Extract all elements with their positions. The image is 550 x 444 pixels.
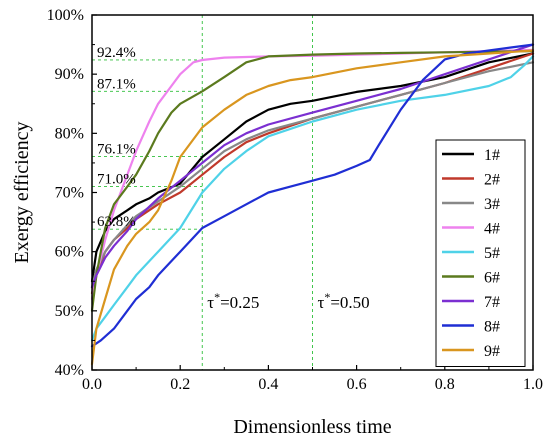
annotation-label: 63.8% [97, 214, 136, 230]
series-lines [90, 43, 535, 366]
legend-label: 1# [484, 147, 500, 164]
tau-label: τ*=0.50 [318, 290, 370, 312]
axis-ticks: 0.0 0.2 0.4 0.6 0.8 1.0 40% 50% 60% 70% 80% 90% 100% [47, 7, 543, 393]
x-tick-label: 0.0 [82, 376, 102, 393]
x-tick-label: 0.2 [170, 376, 190, 393]
series-line-1 [90, 52, 535, 283]
series-line-5 [90, 55, 535, 342]
y-tick-label: 100% [47, 7, 84, 24]
tau-label: τ*=0.25 [207, 290, 259, 312]
legend-label: 9# [484, 343, 500, 360]
x-tick-label: 0.4 [258, 376, 278, 393]
series-line-6 [90, 50, 535, 312]
annotation-label: 71.0% [97, 172, 136, 188]
x-tick-label: 0.6 [347, 376, 367, 393]
y-tick-label: 90% [55, 66, 84, 83]
legend-label: 3# [484, 196, 500, 213]
series-line-8 [90, 43, 535, 348]
y-tick-label: 60% [55, 244, 84, 261]
legend-label: 6# [484, 270, 500, 287]
legend-label: 8# [484, 319, 500, 336]
legend: 1# 2# 3# 4# 5# 6# 7# 8# 9# [435, 139, 526, 367]
annotation-label: 92.4% [97, 45, 136, 61]
y-tick-label: 50% [55, 303, 84, 320]
annotation-label: 87.1% [97, 76, 136, 92]
series-line-9 [90, 49, 535, 366]
legend-label: 7# [484, 294, 500, 311]
legend-label: 5# [484, 245, 500, 262]
x-axis-title: Dimensionless time [233, 416, 391, 438]
series-line-7 [90, 43, 535, 289]
y-axis-title: Exergy efficiency [11, 122, 33, 264]
legend-label: 2# [484, 172, 500, 189]
x-tick-label: 1.0 [523, 376, 543, 393]
y-tick-label: 80% [55, 125, 84, 142]
y-tick-label: 40% [55, 362, 84, 379]
annotations: 92.4% 87.1% 76.1% 71.0% 63.8% τ*=0.25 τ*=0.50 [97, 45, 370, 312]
series-line-3 [90, 61, 535, 289]
y-tick-label: 70% [55, 185, 84, 202]
legend-label: 4# [484, 221, 500, 238]
annotation-label: 76.1% [97, 141, 136, 157]
x-tick-label: 0.8 [435, 376, 455, 393]
